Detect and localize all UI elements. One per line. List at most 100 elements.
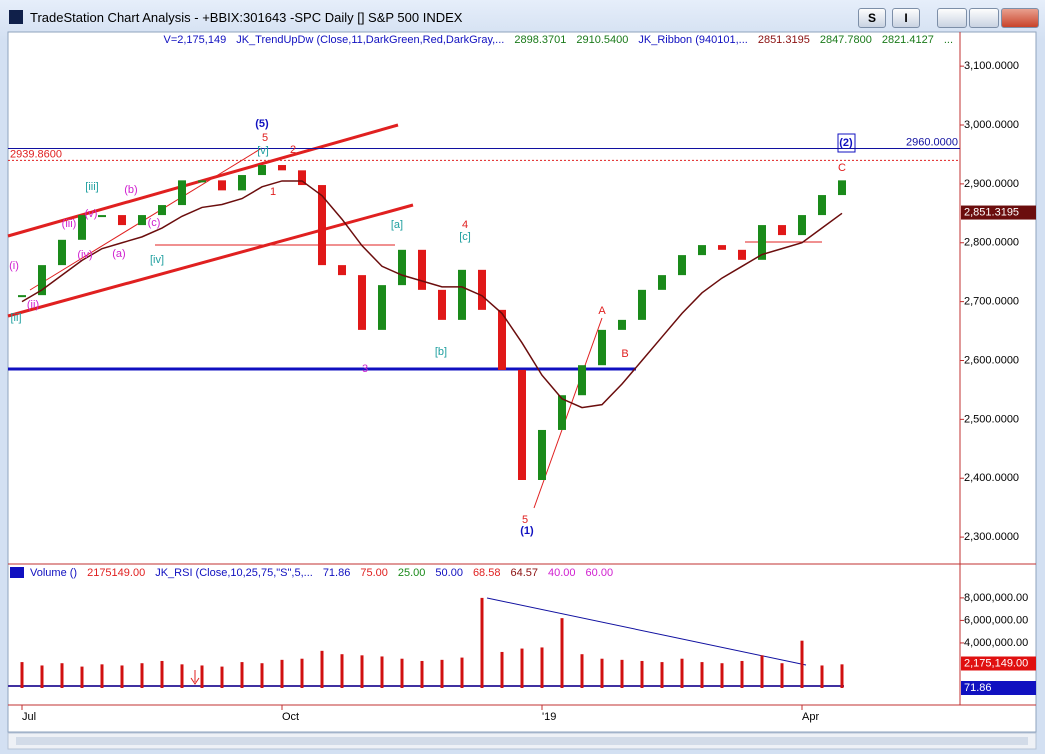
style-button[interactable]: S — [858, 8, 886, 28]
indicator-value: Volume () — [30, 567, 78, 579]
level-label: 2960.0000 — [906, 136, 958, 148]
volume-bar — [760, 655, 764, 688]
candle — [38, 265, 46, 296]
minimize-button[interactable] — [937, 8, 967, 28]
wave-label: (iii) — [62, 218, 77, 230]
x-tick-label: Apr — [802, 711, 819, 723]
rsi-box — [961, 681, 1036, 695]
y-tick-label: 4,000,000.00 — [964, 637, 1028, 649]
close-button[interactable] — [1001, 8, 1039, 28]
volume-bar — [420, 660, 424, 688]
window-title: TradeStation Chart Analysis - +BBIX:3016… — [30, 10, 463, 25]
volume-bar — [160, 660, 164, 688]
y-tick-label: 6,000,000.00 — [964, 614, 1028, 626]
volume-bar — [460, 657, 464, 688]
volume-trend-line — [486, 597, 807, 666]
indicator-header: V=2,175,149 JK_TrendUpDw (Close,11,DarkGr… — [163, 34, 953, 46]
volume-bar — [20, 662, 24, 688]
candle — [838, 180, 846, 196]
wave-label: [iii] — [85, 181, 98, 193]
indicator-value: 2175149.00 — [87, 567, 146, 579]
candle — [58, 239, 66, 266]
indicator-value: 2847.7800 — [819, 34, 872, 46]
volume-bar — [780, 663, 784, 688]
candle — [198, 180, 206, 183]
volume-bar — [700, 662, 704, 688]
indicator-value: 2851.3195 — [757, 34, 810, 46]
x-tick-label: Jul — [22, 711, 36, 723]
volume-bar — [220, 666, 224, 688]
moving-average — [21, 180, 843, 409]
volume-bar — [360, 655, 364, 688]
candle — [638, 289, 646, 320]
y-tick-label: 2,500.0000 — [964, 413, 1019, 425]
volume-bar — [440, 659, 444, 688]
wave-label: (b) — [124, 184, 137, 196]
y-tick-label: 3,000.0000 — [964, 119, 1019, 131]
indicator-value: 2910.5400 — [576, 34, 629, 46]
maximize-button[interactable] — [969, 8, 999, 28]
wave-label: [v] — [257, 145, 269, 157]
candle — [118, 215, 126, 226]
indicator-value: ... — [943, 34, 953, 46]
candle — [698, 245, 706, 256]
indicator-value: JK_RSI (Close,10,25,75,"S",5,... — [155, 567, 313, 579]
wave-label: 1 — [270, 186, 276, 198]
arrow — [190, 670, 200, 685]
wave-label: (ii) — [27, 299, 39, 311]
volume-bar — [520, 648, 524, 688]
volume-bar — [480, 597, 484, 688]
panel-icon — [10, 567, 24, 578]
wave-label: B — [621, 348, 628, 360]
candle — [398, 249, 406, 286]
candle — [338, 265, 346, 276]
wave-label: (i) — [9, 260, 19, 272]
candle — [718, 245, 726, 250]
scroll-thumb[interactable] — [16, 737, 1028, 745]
candle — [618, 319, 626, 330]
indicator-value: 50.00 — [435, 567, 463, 579]
candle — [538, 429, 546, 480]
wave-label: 5 — [262, 132, 268, 144]
candle — [558, 395, 566, 430]
candle — [98, 215, 106, 218]
volume-bar — [100, 664, 104, 688]
volume-bar — [800, 640, 804, 688]
candle — [758, 225, 766, 260]
volume-bar — [260, 663, 264, 688]
volume-bar — [280, 659, 284, 688]
volume-bar — [640, 660, 644, 688]
candle — [518, 369, 526, 480]
rsi-label: 71.86 — [964, 682, 992, 694]
volume-bar — [300, 658, 304, 688]
insert-button[interactable]: I — [892, 8, 920, 28]
wave-label: (v) — [85, 208, 98, 220]
volume-bar — [60, 663, 64, 688]
candle — [578, 365, 586, 396]
y-tick-label: 3,100.0000 — [964, 60, 1019, 72]
wave-label: (c) — [148, 217, 161, 229]
wave-label: [b] — [435, 346, 447, 358]
wave-label: (1) — [520, 525, 534, 537]
volume-bar — [380, 656, 384, 688]
indicator-value: 75.00 — [360, 567, 388, 579]
annotation-box — [837, 133, 856, 153]
candle — [798, 215, 806, 236]
volume-bar — [580, 654, 584, 688]
volume-bar — [560, 618, 564, 688]
indicator-value: 68.58 — [472, 567, 501, 579]
y-tick-label: 2,400.0000 — [964, 472, 1019, 484]
volume-bar — [400, 658, 404, 688]
last-value-box — [961, 656, 1036, 671]
candle — [238, 175, 246, 191]
candle — [218, 180, 226, 191]
last-value-label: 2,175,149.00 — [964, 657, 1028, 669]
indicator-value: JK_Ribbon (940101,... — [638, 34, 748, 46]
volume-bar — [180, 664, 184, 688]
indicator-value: 40.00 — [548, 567, 576, 579]
wave-label: A — [598, 305, 606, 317]
y-tick-label: 8,000,000.00 — [964, 592, 1028, 604]
volume-bar — [680, 658, 684, 688]
candle — [158, 205, 166, 216]
